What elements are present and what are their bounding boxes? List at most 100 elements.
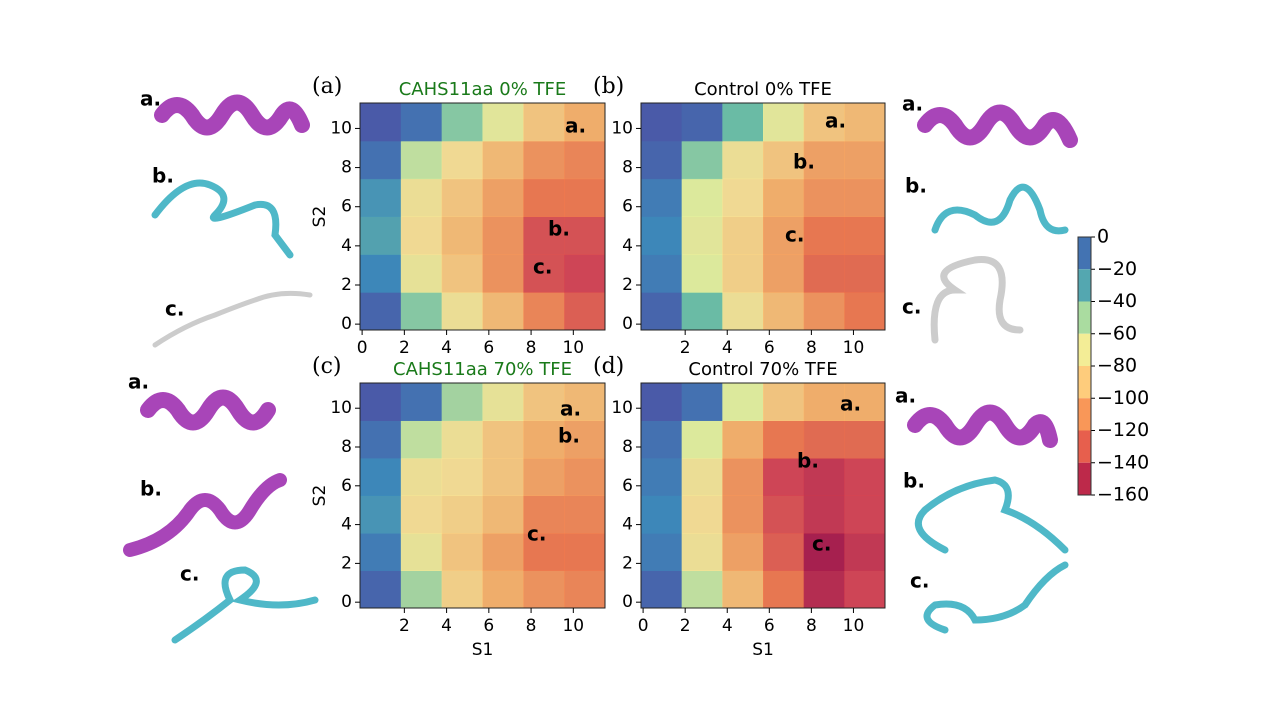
colorbar-tick-label: −100 bbox=[1097, 387, 1149, 409]
x-tick-label: 6 bbox=[764, 338, 775, 358]
panel-title: Control 0% TFE bbox=[694, 79, 832, 100]
contour-cell bbox=[360, 254, 402, 293]
contour-cell bbox=[564, 495, 606, 534]
panel-label: (c) bbox=[312, 354, 342, 379]
y-tick-label: 6 bbox=[341, 197, 352, 217]
contour-cell bbox=[803, 383, 845, 421]
structures bbox=[123, 94, 1078, 644]
contour-cell bbox=[400, 383, 443, 421]
helix bbox=[123, 473, 287, 557]
contour-cell bbox=[763, 495, 805, 534]
coil bbox=[923, 561, 1069, 634]
contour-cell bbox=[564, 570, 606, 609]
structure-label: b. bbox=[905, 174, 927, 198]
coil bbox=[930, 256, 1024, 344]
y-tick-label: 4 bbox=[622, 515, 633, 535]
x-tick-label: 0 bbox=[638, 616, 649, 636]
colorbar-tick-label: −40 bbox=[1097, 290, 1137, 312]
contour-cell bbox=[523, 495, 565, 534]
y-tick-label: 2 bbox=[341, 553, 352, 573]
colorbar-tick-label: −140 bbox=[1097, 451, 1149, 473]
contour-cell bbox=[441, 178, 483, 217]
y-tick-label: 2 bbox=[622, 553, 633, 573]
contour-cell bbox=[722, 458, 764, 496]
y-tick-label: 4 bbox=[622, 236, 633, 256]
x-tick-label: 8 bbox=[806, 616, 817, 636]
contour-cell bbox=[803, 292, 845, 331]
contour-cell bbox=[564, 383, 606, 421]
x-tick-label: 2 bbox=[399, 616, 410, 636]
contour-cell bbox=[803, 103, 845, 142]
colorbar-frame bbox=[1077, 236, 1092, 496]
contour-cell bbox=[482, 178, 524, 217]
contour-cell bbox=[844, 292, 886, 331]
contour-cell bbox=[482, 383, 524, 421]
contour-cell bbox=[681, 254, 723, 293]
x-axis-label: S1 bbox=[752, 640, 774, 660]
structure-label: a. bbox=[140, 87, 161, 111]
plot-frame bbox=[359, 382, 606, 609]
y-tick-label: 0 bbox=[341, 314, 352, 334]
x-tick-label: 10 bbox=[562, 616, 584, 636]
contour-cell bbox=[564, 140, 606, 180]
contour-cell bbox=[441, 254, 483, 293]
y-tick-label: 6 bbox=[622, 476, 633, 496]
contour-cell bbox=[803, 458, 845, 496]
contour-cell bbox=[722, 254, 764, 293]
helix bbox=[907, 404, 1058, 448]
panel-label: (a) bbox=[312, 74, 342, 99]
contour-cell bbox=[844, 178, 886, 217]
contour-cell bbox=[763, 570, 805, 609]
contour-cell bbox=[763, 458, 805, 496]
contour-cell bbox=[400, 495, 443, 534]
coil bbox=[151, 179, 294, 259]
contour-cell bbox=[360, 383, 402, 421]
helix bbox=[917, 104, 1078, 148]
contour-cell bbox=[844, 570, 886, 609]
contour-cell bbox=[844, 495, 886, 534]
plot-frame bbox=[640, 102, 886, 331]
contour-cell bbox=[803, 254, 845, 293]
x-axis-label: S1 bbox=[472, 640, 494, 660]
annotation: b. bbox=[548, 217, 570, 241]
contour-cell bbox=[482, 420, 524, 459]
contour-cell bbox=[564, 103, 606, 142]
colorbar-swatch bbox=[1078, 366, 1091, 399]
contour-cell bbox=[641, 216, 683, 255]
colorbar-tick-label: −20 bbox=[1097, 258, 1137, 280]
contour-cell bbox=[722, 103, 764, 142]
contour-cell bbox=[564, 178, 606, 217]
contour-cell bbox=[722, 533, 764, 571]
contour-cell bbox=[360, 103, 402, 142]
y-tick-label: 6 bbox=[341, 476, 352, 496]
contour-cell bbox=[844, 103, 886, 142]
contour-cell bbox=[360, 533, 402, 571]
y-tick-label: 4 bbox=[341, 236, 352, 256]
contour-cell bbox=[523, 458, 565, 496]
contour-cell bbox=[400, 292, 443, 331]
contour-cell bbox=[400, 178, 443, 217]
y-tick-label: 0 bbox=[622, 314, 633, 334]
contour-cell bbox=[722, 495, 764, 534]
y-axis-label: S2 bbox=[310, 206, 330, 228]
contour-cell bbox=[641, 383, 683, 421]
x-tick-label: 0 bbox=[357, 338, 368, 358]
contour-cell bbox=[641, 103, 683, 142]
contour-cell bbox=[681, 103, 723, 142]
x-tick-label: 8 bbox=[526, 616, 537, 636]
contour-cell bbox=[681, 383, 723, 421]
contour-cell bbox=[564, 216, 606, 255]
contour-cell bbox=[400, 458, 443, 496]
contour-cell bbox=[523, 570, 565, 609]
contour-cell bbox=[360, 495, 402, 534]
x-tick-label: 10 bbox=[562, 338, 584, 358]
x-tick-label: 4 bbox=[722, 616, 733, 636]
contour-cell bbox=[763, 292, 805, 331]
annotation: c. bbox=[785, 223, 804, 247]
annotation: c. bbox=[812, 532, 831, 556]
annotation: c. bbox=[527, 522, 546, 546]
contour-cell bbox=[641, 458, 683, 496]
contour-cell bbox=[844, 216, 886, 255]
contour-cell bbox=[523, 292, 565, 331]
